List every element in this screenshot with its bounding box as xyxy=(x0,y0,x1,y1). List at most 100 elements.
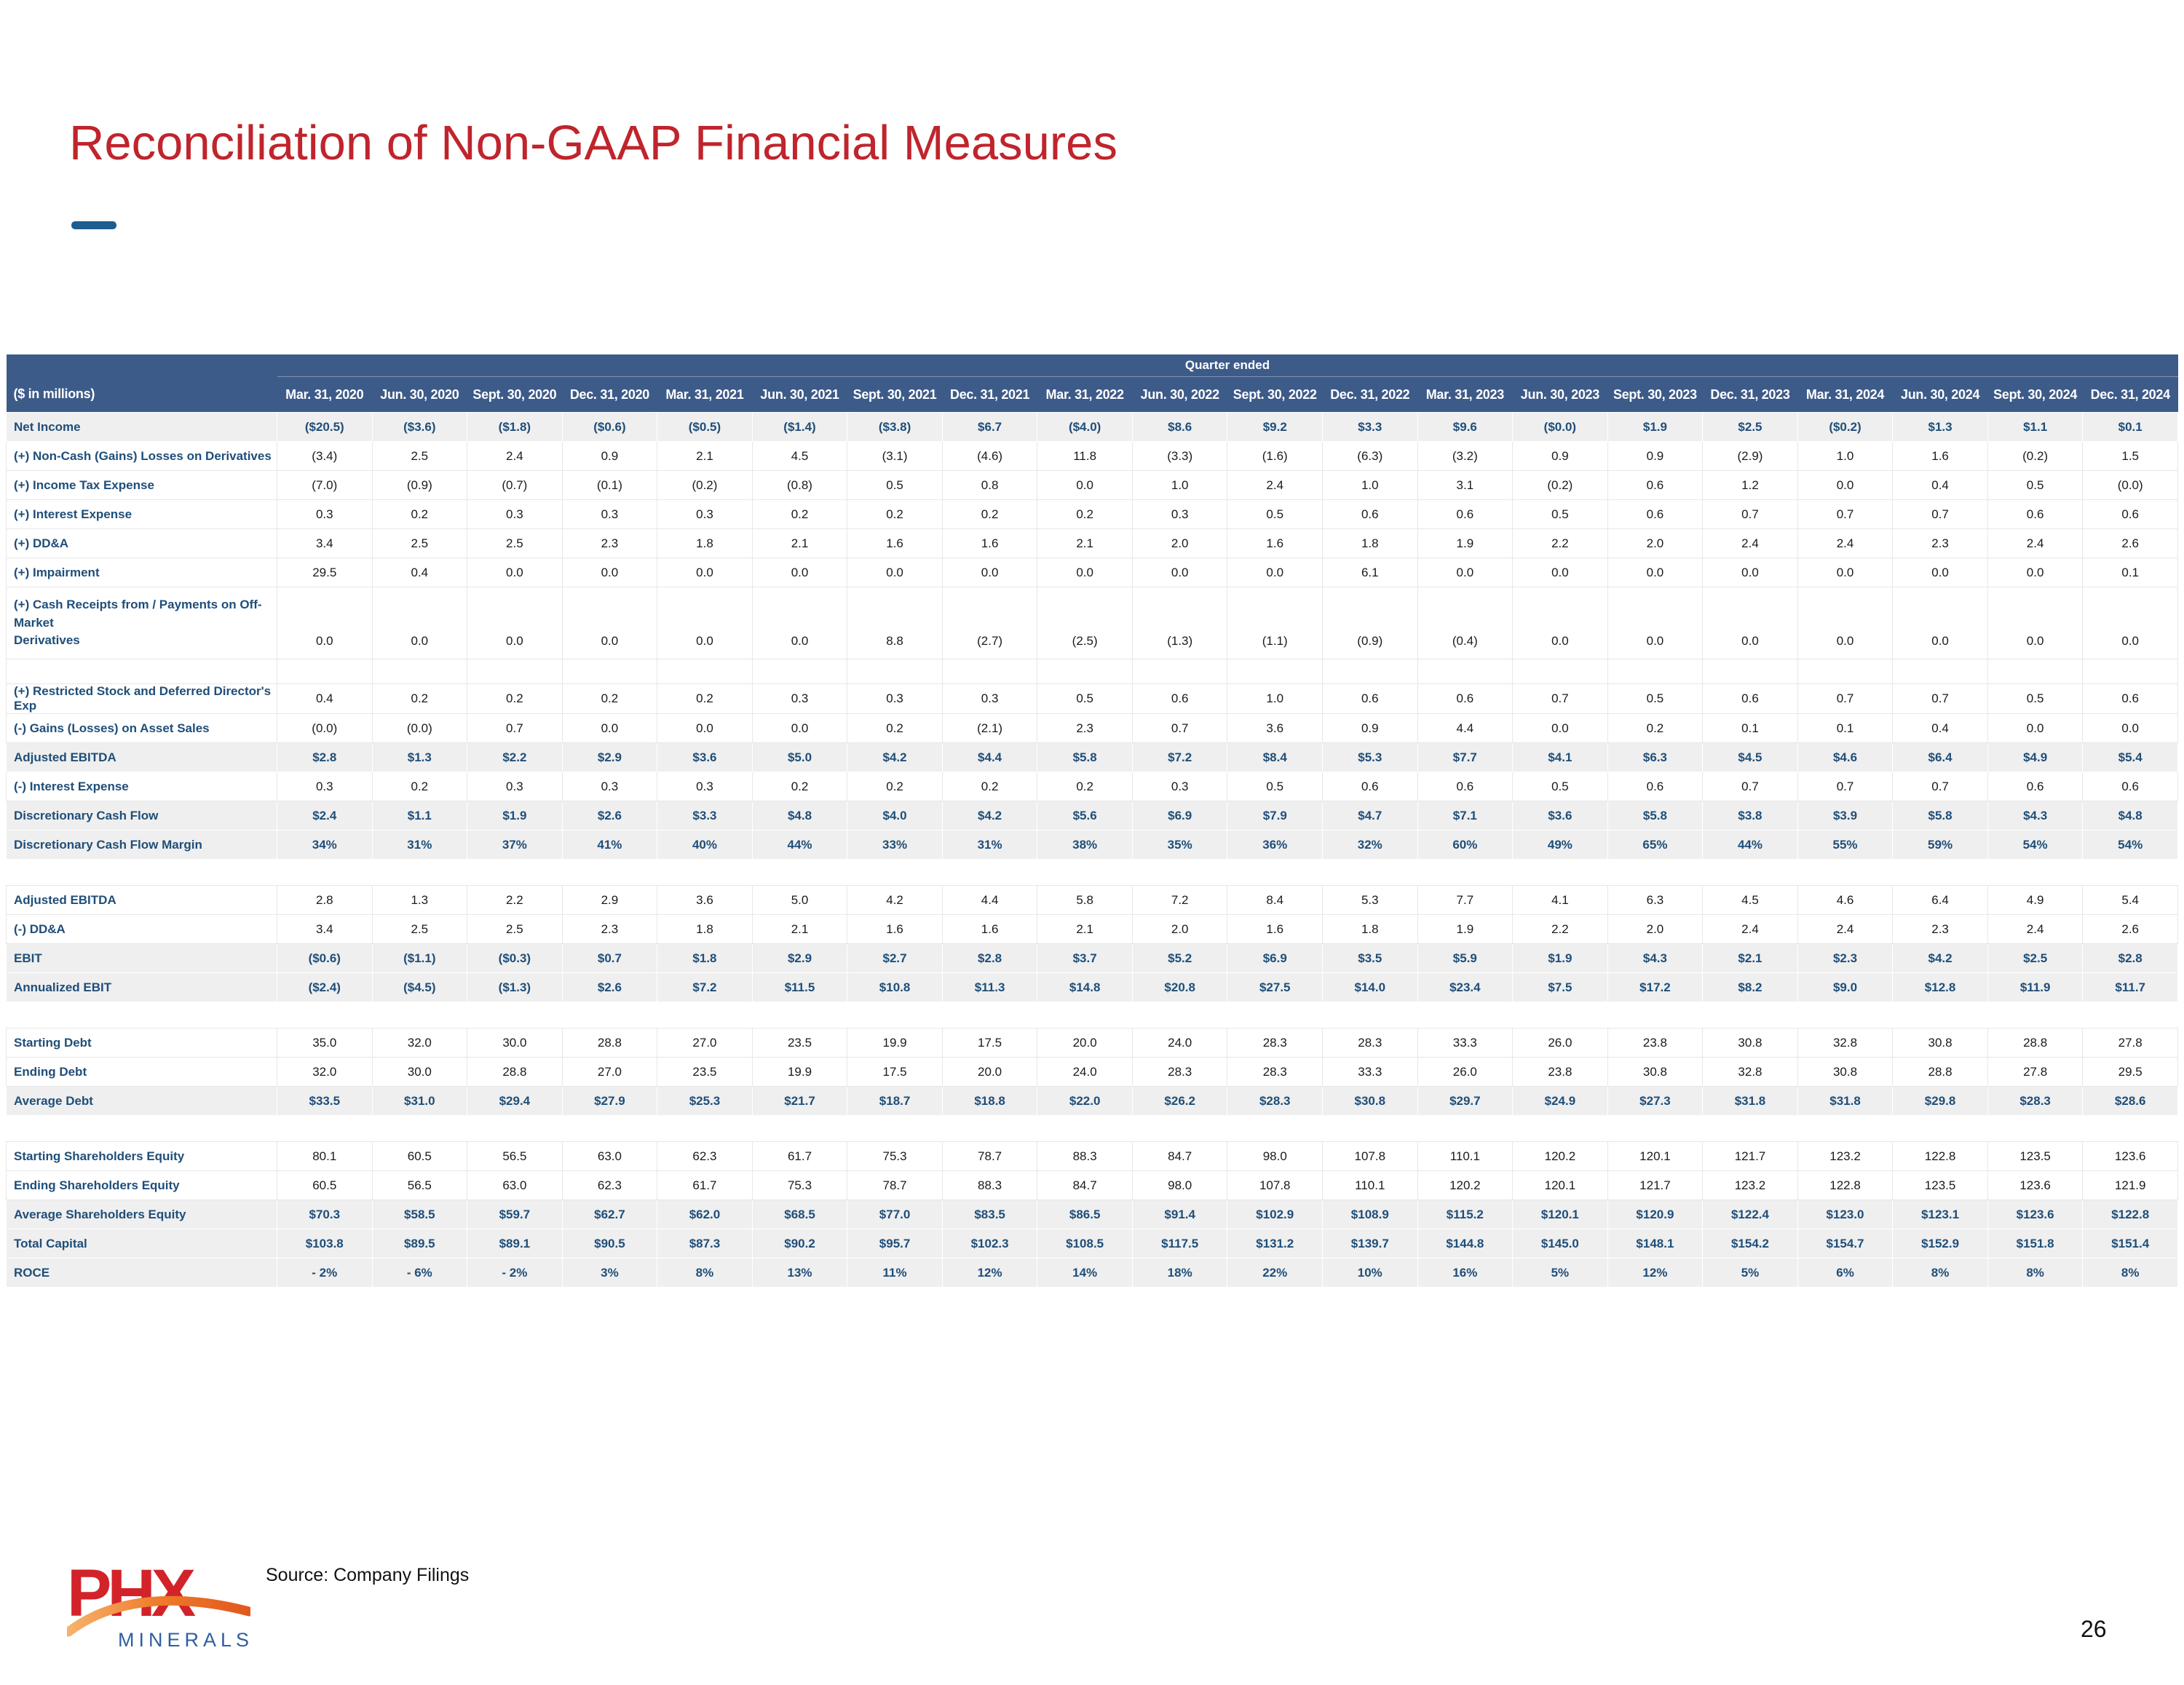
table-cell: (0.0) xyxy=(277,713,373,743)
table-cell: 2.6 xyxy=(2082,528,2178,558)
table-cell: (0.8) xyxy=(751,470,848,500)
table-cell: 0.3 xyxy=(1131,772,1228,801)
table-cell: 98.0 xyxy=(1131,1170,1228,1200)
table-cell: 28.8 xyxy=(467,1057,563,1087)
table-cell: 19.9 xyxy=(847,1028,943,1058)
table-cell: $108.5 xyxy=(1037,1229,1133,1258)
table-cell: 44% xyxy=(751,830,848,860)
table-cell: 0.3 xyxy=(561,772,658,801)
row-label: (-) DD&A xyxy=(6,914,277,944)
table-cell: 123.6 xyxy=(1987,1170,2084,1200)
table-cell: $4.3 xyxy=(1607,943,1704,973)
table-cell: 0.4 xyxy=(1892,470,1988,500)
table-row: Average Shareholders Equity $70.3 $58.5 $59… xyxy=(6,1200,2178,1229)
table-cell: ($1.3) xyxy=(467,972,563,1002)
row-label: Adjusted EBITDA xyxy=(6,742,277,772)
table-row: Average Debt $33.5 $31.0 $29.4 $27.9 $25.3 $21… xyxy=(6,1086,2178,1116)
table-cell: $62.0 xyxy=(657,1200,753,1229)
table-cell: $7.1 xyxy=(1417,801,1514,830)
table-cell: 32% xyxy=(1322,830,1418,860)
table-cell: 12% xyxy=(1607,1258,1704,1288)
table-cell: 0.7 xyxy=(1702,499,1798,529)
table-cell: 13% xyxy=(751,1258,848,1288)
table-cell: $0.7 xyxy=(561,943,658,973)
table-cell: 23.8 xyxy=(1512,1057,1608,1087)
table-cell: 30.0 xyxy=(467,1028,563,1058)
table-row: (+) Income Tax Expense (7.0) (0.9) (0.7) (0.… xyxy=(6,470,2178,500)
table-cell: $62.7 xyxy=(561,1200,658,1229)
table-cell: (0.4) xyxy=(1417,587,1514,659)
table-cell: 0.3 xyxy=(277,772,373,801)
table-cell: $103.8 xyxy=(277,1229,373,1258)
row-label: (+) Cash Receipts from / Payments on Off… xyxy=(6,587,277,659)
table-cell: 6.1 xyxy=(1322,558,1418,587)
table-cell: 0.0 xyxy=(467,587,563,659)
table-cell: 31% xyxy=(941,830,1038,860)
table-cell: 60.5 xyxy=(277,1170,373,1200)
column-header: Dec. 31, 2020 xyxy=(562,376,657,413)
table-cell: 4.5 xyxy=(751,441,848,471)
table-cell: 0.0 xyxy=(277,587,373,659)
table-cell: $11.7 xyxy=(2082,972,2178,1002)
row-label: (+) DD&A xyxy=(6,528,277,558)
table-cell: ($0.6) xyxy=(561,412,658,442)
table-cell: 2.0 xyxy=(1607,914,1704,944)
table-cell: 0.0 xyxy=(1797,470,1894,500)
table-cell: 2.8 xyxy=(277,885,373,915)
table-cell: 56.5 xyxy=(371,1170,468,1200)
table-cell: (3.1) xyxy=(847,441,943,471)
table-cell: 2.5 xyxy=(371,528,468,558)
column-header: Jun. 30, 2024 xyxy=(1892,376,1988,413)
table-cell: $5.9 xyxy=(1417,943,1514,973)
row-label: (+) Impairment xyxy=(6,558,277,587)
row-label: (+) Non-Cash (Gains) Losses on Derivativ… xyxy=(6,441,277,471)
table-cell: $68.5 xyxy=(751,1200,848,1229)
table-cell: 36% xyxy=(1227,830,1324,860)
table-cell: ($0.5) xyxy=(657,412,753,442)
table-cell: 22% xyxy=(1227,1258,1324,1288)
table-cell: 4.2 xyxy=(847,885,943,915)
table-cell: $90.5 xyxy=(561,1229,658,1258)
table-row: Discretionary Cash Flow $2.4 $1.1 $1.9 $2.6 $… xyxy=(6,801,2178,830)
table-cell: 120.2 xyxy=(1417,1170,1514,1200)
table-cell: ($20.5) xyxy=(277,412,373,442)
table-cell: (2.9) xyxy=(1702,441,1798,471)
table-cell: 27.0 xyxy=(561,1057,658,1087)
table-cell: 10% xyxy=(1322,1258,1418,1288)
table-cell: 2.0 xyxy=(1607,528,1704,558)
table-cell: (7.0) xyxy=(277,470,373,500)
table-cell: $95.7 xyxy=(847,1229,943,1258)
table-row: Starting Shareholders Equity 80.1 60.5 56.5… xyxy=(6,1141,2178,1171)
table-cell: $123.1 xyxy=(1892,1200,1988,1229)
table-cell: 120.2 xyxy=(1512,1141,1608,1171)
table-cell: 0.0 xyxy=(751,558,848,587)
table-cell: 5.4 xyxy=(2082,885,2178,915)
table-cell: $6.3 xyxy=(1607,742,1704,772)
table-cell: $6.9 xyxy=(1131,801,1228,830)
table-cell: $23.4 xyxy=(1417,972,1514,1002)
table-cell: $14.0 xyxy=(1322,972,1418,1002)
table-cell: $18.8 xyxy=(941,1086,1038,1116)
table-cell: $59.7 xyxy=(467,1200,563,1229)
table-cell: 5.3 xyxy=(1322,885,1418,915)
table-cell: 0.2 xyxy=(941,499,1038,529)
table-cell: $2.6 xyxy=(561,801,658,830)
table-cell: 0.7 xyxy=(1797,499,1894,529)
table-cell: 4.4 xyxy=(1417,713,1514,743)
table-cell: ($1.8) xyxy=(467,412,563,442)
table-cell: 2.4 xyxy=(1797,528,1894,558)
table-cell: $9.2 xyxy=(1227,412,1324,442)
table-cell: $4.2 xyxy=(1892,943,1988,973)
table-cell: $31.0 xyxy=(371,1086,468,1116)
table-cell: 41% xyxy=(561,830,658,860)
table-cell: 3.1 xyxy=(1417,470,1514,500)
table-cell: $28.6 xyxy=(2082,1086,2178,1116)
table-cell: 0.3 xyxy=(277,499,373,529)
table-cell: $27.3 xyxy=(1607,1086,1704,1116)
table-cell: 27.8 xyxy=(1987,1057,2084,1087)
table-cell: 78.7 xyxy=(941,1141,1038,1171)
table-cell: ($0.6) xyxy=(277,943,373,973)
table-cell: 0.0 xyxy=(657,713,753,743)
table-cell: $1.1 xyxy=(371,801,468,830)
table-cell: 0.2 xyxy=(1037,499,1133,529)
